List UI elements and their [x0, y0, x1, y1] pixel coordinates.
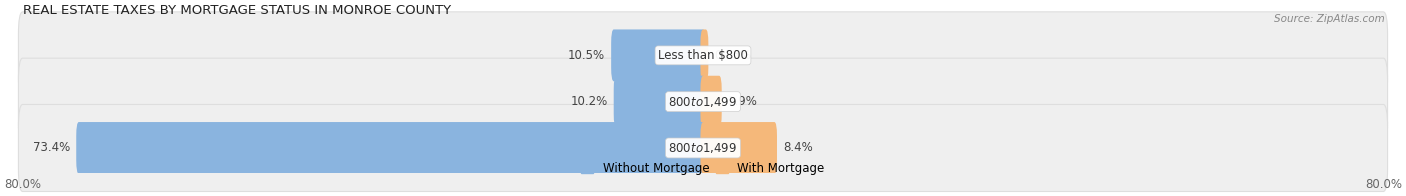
Text: 8.4%: 8.4% [783, 142, 813, 154]
Legend: Without Mortgage, With Mortgage: Without Mortgage, With Mortgage [581, 162, 825, 175]
Text: 73.4%: 73.4% [32, 142, 70, 154]
Text: REAL ESTATE TAXES BY MORTGAGE STATUS IN MONROE COUNTY: REAL ESTATE TAXES BY MORTGAGE STATUS IN … [22, 4, 451, 17]
FancyBboxPatch shape [700, 76, 721, 128]
Text: 10.5%: 10.5% [568, 49, 605, 62]
Text: 1.9%: 1.9% [728, 95, 758, 108]
FancyBboxPatch shape [700, 29, 709, 81]
FancyBboxPatch shape [18, 12, 1388, 99]
FancyBboxPatch shape [613, 76, 706, 128]
Text: Source: ZipAtlas.com: Source: ZipAtlas.com [1274, 14, 1385, 24]
Text: $800 to $1,499: $800 to $1,499 [668, 141, 738, 155]
Text: $800 to $1,499: $800 to $1,499 [668, 95, 738, 109]
Text: 10.2%: 10.2% [571, 95, 607, 108]
FancyBboxPatch shape [18, 58, 1388, 145]
FancyBboxPatch shape [700, 122, 778, 174]
Text: 0.33%: 0.33% [714, 49, 751, 62]
FancyBboxPatch shape [76, 122, 706, 174]
Text: Less than $800: Less than $800 [658, 49, 748, 62]
FancyBboxPatch shape [18, 104, 1388, 191]
FancyBboxPatch shape [612, 29, 706, 81]
